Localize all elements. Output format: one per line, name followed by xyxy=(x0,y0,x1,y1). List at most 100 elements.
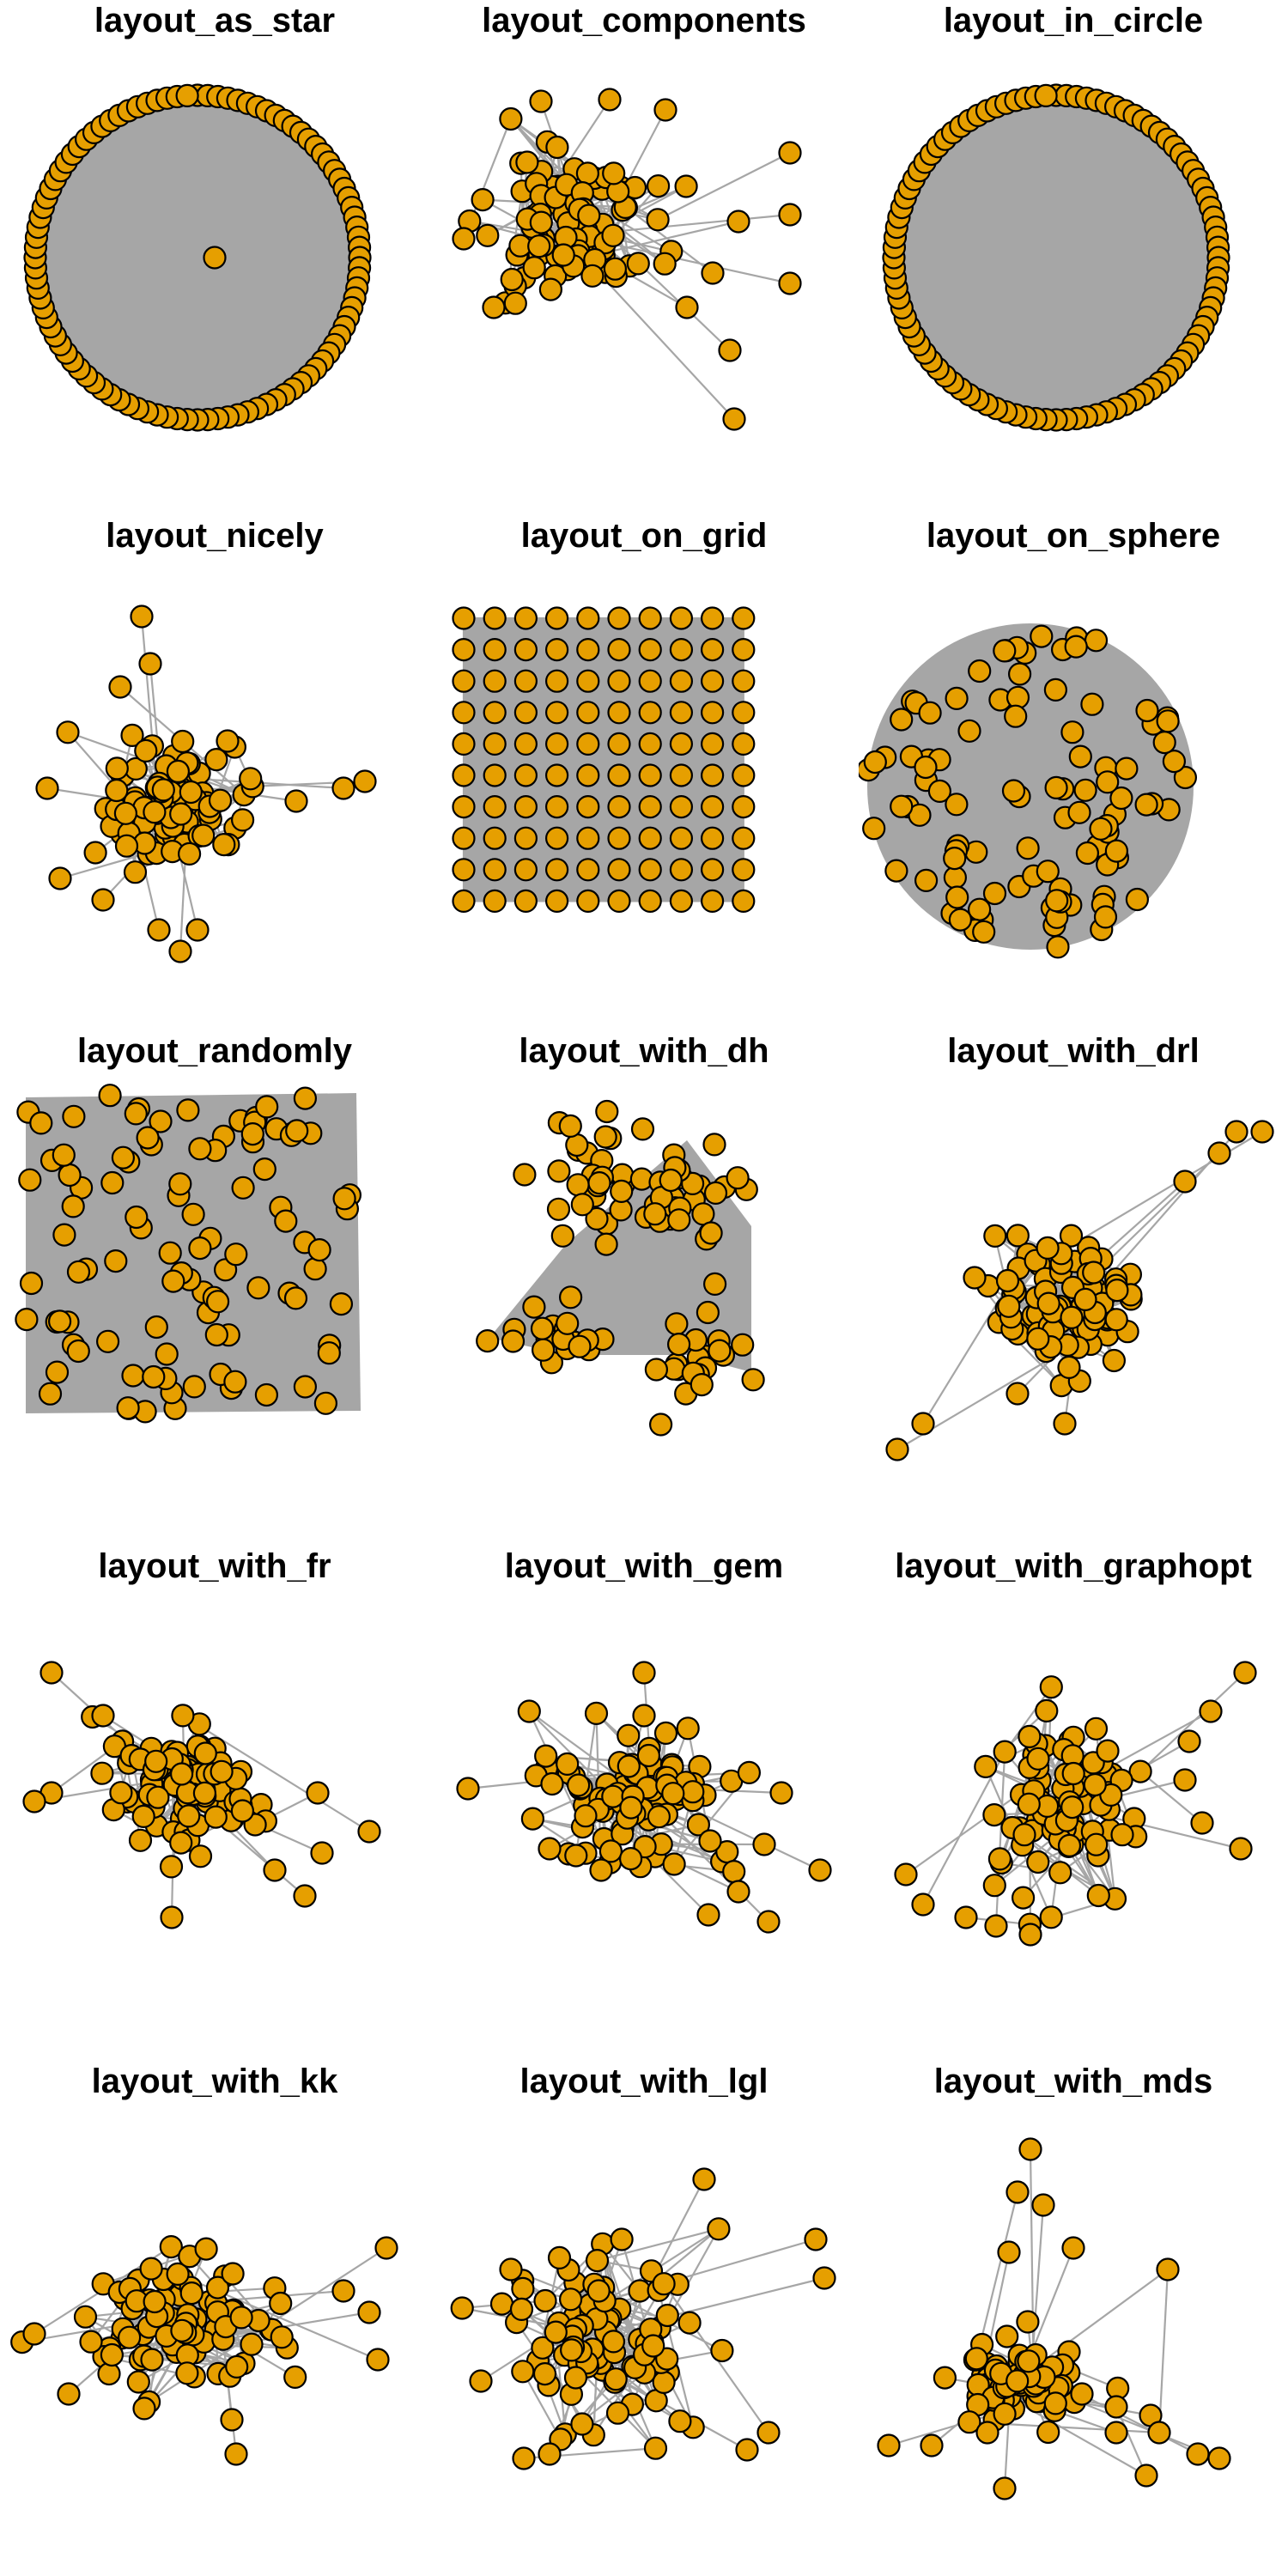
node xyxy=(701,795,725,819)
node xyxy=(1005,1382,1030,1406)
node xyxy=(972,920,996,944)
node xyxy=(993,1740,1017,1764)
node xyxy=(538,277,562,301)
panel-layout-on-grid: layout_on_grid xyxy=(429,515,859,1030)
node xyxy=(594,1232,618,1256)
node xyxy=(116,1396,140,1420)
node-group xyxy=(859,624,1197,959)
node xyxy=(142,1364,166,1389)
node xyxy=(957,2410,981,2434)
node xyxy=(204,1322,228,1347)
node xyxy=(669,763,693,787)
node xyxy=(452,889,476,913)
node xyxy=(124,1102,148,1126)
node xyxy=(564,1844,588,1868)
node xyxy=(105,778,129,803)
node xyxy=(741,1368,765,1392)
node xyxy=(1104,839,1128,863)
node xyxy=(701,889,725,913)
node xyxy=(1093,905,1118,929)
node xyxy=(681,1780,705,1804)
node xyxy=(1036,2420,1060,2445)
node xyxy=(450,2296,474,2320)
node xyxy=(545,795,569,819)
node xyxy=(151,778,175,802)
edge xyxy=(922,1751,1006,1905)
edge-mass xyxy=(894,95,1218,420)
node xyxy=(607,732,631,756)
node xyxy=(331,2279,355,2303)
node xyxy=(669,858,693,882)
node xyxy=(756,1910,781,1934)
network-plot-layout-with-lgl xyxy=(450,2167,836,2470)
network-plot-layout-with-drl xyxy=(885,1120,1274,1461)
node xyxy=(668,2409,692,2433)
node xyxy=(224,2442,248,2466)
node xyxy=(283,2365,307,2389)
node xyxy=(532,2362,557,2386)
node xyxy=(1096,770,1120,794)
node xyxy=(194,2237,218,2261)
node xyxy=(558,1114,582,1139)
node xyxy=(731,1333,755,1357)
edge xyxy=(1004,1686,1053,1753)
node xyxy=(566,1173,590,1197)
node xyxy=(945,686,969,710)
node xyxy=(630,1117,655,1141)
node xyxy=(647,174,671,198)
node xyxy=(95,1329,120,1353)
panel-layout-nicely: layout_nicely xyxy=(0,515,429,1030)
node xyxy=(513,732,538,756)
node xyxy=(646,208,670,232)
node xyxy=(601,223,625,247)
node xyxy=(489,2292,514,2316)
node xyxy=(1008,662,1032,686)
node xyxy=(1036,860,1060,884)
node xyxy=(22,2322,46,2346)
node xyxy=(1156,2257,1180,2281)
node xyxy=(638,701,662,725)
node xyxy=(563,2366,588,2390)
node xyxy=(35,776,59,800)
node xyxy=(638,669,662,693)
edge xyxy=(975,2191,1019,2360)
panel-title: layout_with_gem xyxy=(504,1547,784,1585)
node xyxy=(580,264,605,288)
node xyxy=(531,2336,555,2360)
node xyxy=(607,669,631,693)
node xyxy=(1016,836,1040,860)
node xyxy=(911,1412,935,1436)
node xyxy=(690,1373,714,1397)
node xyxy=(185,918,210,942)
node-group xyxy=(456,1661,832,1934)
node xyxy=(1070,2382,1094,2406)
panel-layout-with-gem: layout_with_gem xyxy=(429,1546,859,2061)
node xyxy=(703,1181,728,1205)
node xyxy=(707,2217,731,2241)
node xyxy=(1036,1291,1060,1315)
node xyxy=(332,1187,356,1211)
node xyxy=(114,834,139,858)
node xyxy=(576,669,600,693)
node xyxy=(601,2330,626,2354)
node xyxy=(47,1309,72,1334)
node xyxy=(1082,1261,1106,1285)
node xyxy=(732,795,756,819)
node xyxy=(331,776,355,800)
node xyxy=(144,1315,168,1340)
node xyxy=(1173,765,1197,790)
node xyxy=(649,1413,673,1437)
node xyxy=(701,826,725,850)
node xyxy=(353,769,377,793)
node xyxy=(483,858,507,882)
edge-group xyxy=(35,95,360,420)
node xyxy=(732,732,756,756)
node xyxy=(545,135,569,160)
node xyxy=(313,1391,337,1415)
node xyxy=(499,106,523,131)
panel-title: layout_with_fr xyxy=(98,1547,331,1585)
node xyxy=(997,2240,1021,2264)
network-plot-layout-with-kk xyxy=(10,2235,398,2466)
node xyxy=(1017,1792,1041,1816)
